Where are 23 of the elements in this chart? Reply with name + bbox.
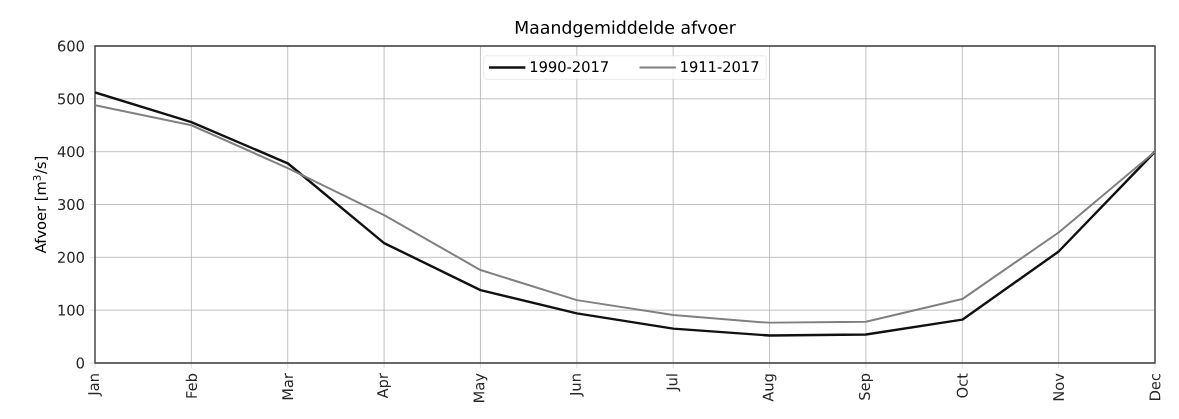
x-tick-label: Jun <box>570 374 584 397</box>
chart-title: Maandgemiddelde afvoer <box>515 20 736 38</box>
legend-label: 1990-2017 <box>530 61 608 73</box>
x-tick-label: Jul <box>666 374 681 392</box>
x-tick-label: Mar <box>282 373 294 400</box>
x-tick-label: Nov <box>1053 373 1065 401</box>
legend-label: 1911-2017 <box>681 61 759 73</box>
y-tick-label: 300 <box>58 198 84 211</box>
x-tick-label: Jan <box>88 374 102 397</box>
y-tick-label: 0 <box>76 357 84 369</box>
x-tick-label: Feb <box>185 373 198 398</box>
x-tick-label: Aug <box>762 374 777 402</box>
y-tick-label: 100 <box>58 304 84 316</box>
y-tick-label: 200 <box>58 251 84 263</box>
y-axis-title: Afvoer [m$^{3}$/s] <box>32 157 48 254</box>
y-tick-label: 600 <box>57 40 84 52</box>
x-tick-label: Oct <box>956 373 968 398</box>
x-tick-label: May <box>473 373 488 402</box>
x-tick-label: Sep <box>858 373 873 400</box>
x-tick-label: Apr <box>377 373 391 399</box>
y-tick-label: 500 <box>58 93 84 105</box>
y-tick-label: 400 <box>57 146 84 158</box>
x-tick-label: Dec <box>1149 373 1161 400</box>
